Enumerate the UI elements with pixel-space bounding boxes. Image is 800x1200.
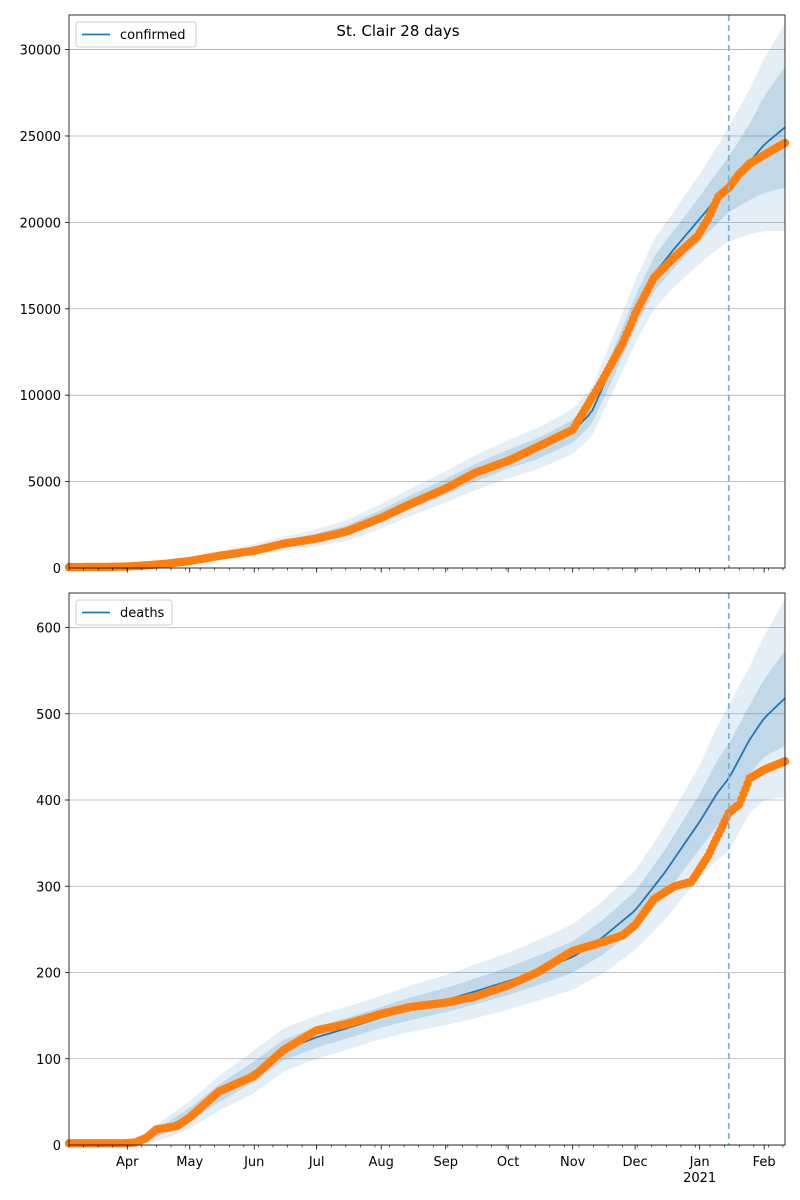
- y-tick-label: 600: [36, 622, 61, 637]
- legend-box: [75, 599, 173, 626]
- x-tick-label: Jun: [243, 1155, 264, 1170]
- legend: deaths: [75, 599, 173, 626]
- x-tick-label: Apr: [116, 1155, 139, 1170]
- legend-label: deaths: [120, 606, 165, 621]
- plot-frame: [68, 592, 786, 1146]
- legend: confirmed: [75, 21, 197, 48]
- y-tick-label: 25000: [20, 130, 61, 145]
- x-year-label: 2021: [683, 1171, 716, 1186]
- legend-label: confirmed: [120, 28, 186, 43]
- plot-frame: [68, 14, 786, 569]
- figure-title: St. Clair 28 days: [336, 22, 459, 40]
- x-tick-label: Jan: [689, 1155, 710, 1170]
- y-tick-label: 400: [36, 794, 61, 809]
- y-tick-label: 30000: [20, 44, 61, 59]
- confirmed-panel: 0 5000 10000 15000 20000 25000 30000 confirmed: [20, 14, 790, 577]
- x-tick-label: Nov: [560, 1155, 586, 1170]
- x-tick-label: Feb: [753, 1155, 776, 1170]
- x-tick-label: Sep: [433, 1155, 458, 1170]
- model-line: [69, 697, 786, 1146]
- y-tick-label: 300: [36, 880, 61, 895]
- x-tick-label: Dec: [623, 1155, 648, 1170]
- x-axis: Apr May Jun Jul Aug Sep Oct Nov Dec Jan Feb 2021: [116, 1155, 776, 1186]
- y-tick-label: 200: [36, 967, 61, 982]
- y-tick-label: 10000: [20, 389, 61, 404]
- y-tick-label: 100: [36, 1053, 61, 1068]
- y-tick-label: 0: [53, 1139, 61, 1154]
- y-tick-label: 0: [53, 562, 61, 577]
- x-tick-label: May: [176, 1155, 203, 1170]
- x-tick-label: Jul: [308, 1155, 325, 1170]
- y-tick-label: 500: [36, 708, 61, 723]
- uncertainty-band: [69, 599, 785, 1145]
- x-tick-label: Aug: [369, 1155, 394, 1170]
- legend-box: [75, 21, 197, 48]
- deaths-panel: 0 100 200 300 400 500 600 deaths: [36, 592, 790, 1154]
- uncertainty-band: [69, 23, 785, 569]
- y-tick-label: 20000: [20, 216, 61, 231]
- uncertainty-band: [69, 650, 785, 1145]
- y-tick-label: 15000: [20, 303, 61, 318]
- y-tick-label: 5000: [28, 476, 61, 491]
- x-tick-label: Oct: [497, 1155, 519, 1170]
